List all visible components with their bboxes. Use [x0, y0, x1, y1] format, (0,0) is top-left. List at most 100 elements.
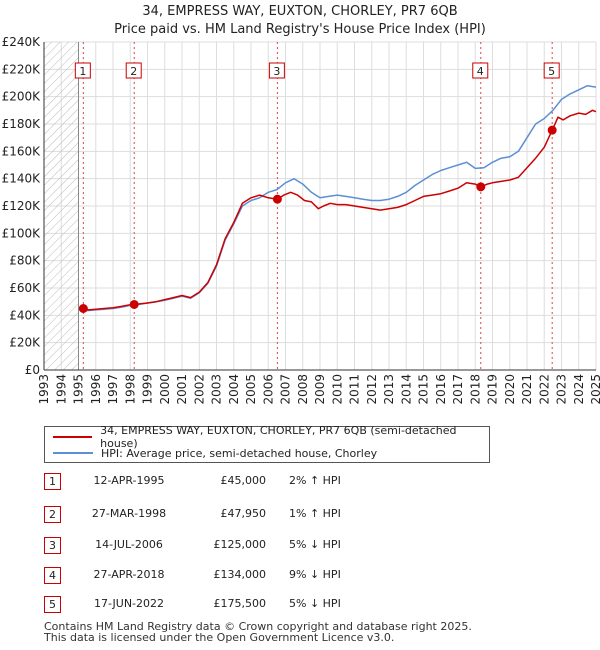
sale-hpi-diff: 5% ↓ HPI [289, 597, 341, 610]
y-tick-label: £140K [2, 172, 42, 186]
x-tick-label: 2020 [503, 374, 517, 405]
x-tick-label: 2022 [537, 374, 551, 405]
y-tick-label: £180K [2, 117, 42, 131]
x-tick-label: 2006 [261, 374, 275, 405]
legend-label-hpi: HPI: Average price, semi-detached house,… [101, 446, 378, 460]
sale-hpi-diff: 9% ↓ HPI [289, 568, 341, 581]
sale-markers [78, 125, 557, 313]
sale-hpi-diff: 2% ↑ HPI [289, 474, 341, 487]
x-tick-label: 2018 [468, 374, 482, 405]
y-tick-label: £160K [2, 144, 42, 158]
sale-marker-3 [272, 194, 282, 204]
legend-label-property: 34, EMPRESS WAY, EUXTON, CHORLEY, PR7 6Q… [100, 424, 457, 450]
marker-label-box-1 [74, 62, 91, 79]
x-tick-label: 2004 [227, 374, 241, 405]
y-tick-label: £40K [9, 308, 41, 322]
x-tick-label: 2005 [244, 374, 258, 405]
sale-number-badge: 3 [44, 537, 61, 554]
sale-price: £134,000 [213, 568, 267, 581]
x-tick-label: 1999 [141, 374, 155, 405]
sale-hpi-diff: 1% ↑ HPI [289, 507, 341, 520]
footer: Contains HM Land Registry data © Crown c… [44, 621, 472, 643]
x-tick-label: 2001 [175, 374, 189, 405]
chart-title-block: 34, EMPRESS WAY, EUXTON, CHORLEY, PR7 6Q… [0, 3, 600, 39]
sale-number-badge: 5 [44, 596, 61, 613]
chart-title: 34, EMPRESS WAY, EUXTON, CHORLEY, PR7 6Q… [142, 4, 458, 19]
table-row: 5 17-JUN-2022 £175,500 5% ↓ HPI [44, 596, 444, 614]
legend-item-property: 34, EMPRESS WAY, EUXTON, CHORLEY, PR7 6Q… [53, 424, 489, 450]
x-tick-label: 1996 [89, 374, 103, 405]
sale-number-badge: 1 [44, 473, 61, 490]
sale-marker-5 [547, 125, 557, 135]
x-tick-label: 2010 [330, 374, 344, 405]
marker-label-4: 4 [477, 65, 484, 78]
x-tick-label: 2012 [365, 374, 379, 405]
marker-label-box-4 [472, 62, 489, 79]
x-tick-label: 2011 [348, 374, 362, 405]
sale-price: £47,950 [220, 507, 267, 520]
x-tick-label: 1995 [72, 374, 86, 405]
sale-price: £175,500 [213, 597, 267, 610]
x-tick-label: 1997 [106, 374, 120, 405]
table-row: 1 12-APR-1995 £45,000 2% ↑ HPI [44, 473, 444, 491]
sale-date: 12-APR-1995 [93, 474, 165, 487]
y-tick-label: £20K [9, 336, 41, 350]
table-row: 4 27-APR-2018 £134,000 9% ↓ HPI [44, 567, 444, 585]
marker-label-box-3 [268, 62, 285, 79]
x-tick-label: 2025 [589, 374, 600, 405]
sale-date: 14-JUL-2006 [95, 538, 163, 551]
marker-label-box-5 [543, 62, 560, 79]
sale-number-badge: 2 [44, 506, 61, 523]
marker-label-1: 1 [79, 65, 86, 78]
y-tick-label: £120K [2, 199, 42, 213]
x-tick-label: 2013 [382, 374, 396, 405]
sale-marker-1 [78, 304, 88, 313]
sale-price: £45,000 [220, 474, 267, 487]
series-line-property [83, 109, 597, 311]
sale-date: 27-MAR-1998 [91, 507, 167, 520]
x-tick-label: 1993 [37, 374, 51, 405]
x-tick-label: 2003 [210, 374, 224, 405]
legend-swatch-hpi [53, 452, 93, 454]
sale-date: 17-JUN-2022 [93, 597, 165, 610]
x-tick-label: 2016 [434, 374, 448, 405]
y-tick-label: £220K [2, 62, 42, 76]
x-tick-label: 2009 [313, 374, 327, 405]
marker-label-5: 5 [548, 65, 555, 78]
legend: 34, EMPRESS WAY, EUXTON, CHORLEY, PR7 6Q… [44, 424, 490, 463]
sale-price: £125,000 [213, 538, 267, 551]
footer-copyright: Contains HM Land Registry data © Crown c… [44, 620, 472, 633]
axes: £0 £20K £40K £60K £80K £100K £120K £140K £160K £1… [2, 35, 600, 405]
y-tick-label: £100K [2, 226, 42, 240]
chart-subtitle: Price paid vs. HM Land Registry's House … [114, 22, 486, 37]
y-tick-label: £240K [2, 35, 42, 49]
x-tick-label: 2000 [158, 374, 172, 405]
x-tick-label: 1994 [54, 374, 68, 405]
y-tick-label: £200K [2, 90, 42, 104]
footer-licence: This data is licensed under the Open Gov… [44, 631, 395, 644]
x-tick-label: 2008 [296, 374, 310, 405]
x-tick-label: 2021 [520, 374, 534, 405]
x-tick-label: 2024 [572, 374, 586, 405]
y-tick-label: £60K [9, 281, 41, 295]
x-tick-label: 1998 [123, 374, 137, 405]
x-tick-label: 2017 [451, 374, 465, 405]
sale-date: 27-APR-2018 [93, 568, 165, 581]
x-tick-label: 2019 [486, 374, 500, 405]
series-lines [78, 84, 597, 312]
sale-marker-4 [476, 182, 486, 192]
x-tick-label: 2023 [555, 374, 569, 405]
marker-labels: 1 2 3 4 5 [74, 62, 560, 79]
legend-swatch-property [53, 436, 93, 438]
table-row: 2 27-MAR-1998 £47,950 1% ↑ HPI [44, 506, 444, 524]
marker-label-box-2 [125, 62, 142, 79]
y-tick-label: £80K [9, 254, 41, 268]
x-tick-label: 2014 [399, 374, 413, 405]
grid [43, 41, 597, 371]
marker-label-3: 3 [273, 65, 280, 78]
y-tick-label: £0 [25, 363, 40, 377]
x-tick-label: 2007 [279, 374, 293, 405]
marker-label-2: 2 [130, 65, 137, 78]
pre-data-hatch [44, 42, 79, 370]
